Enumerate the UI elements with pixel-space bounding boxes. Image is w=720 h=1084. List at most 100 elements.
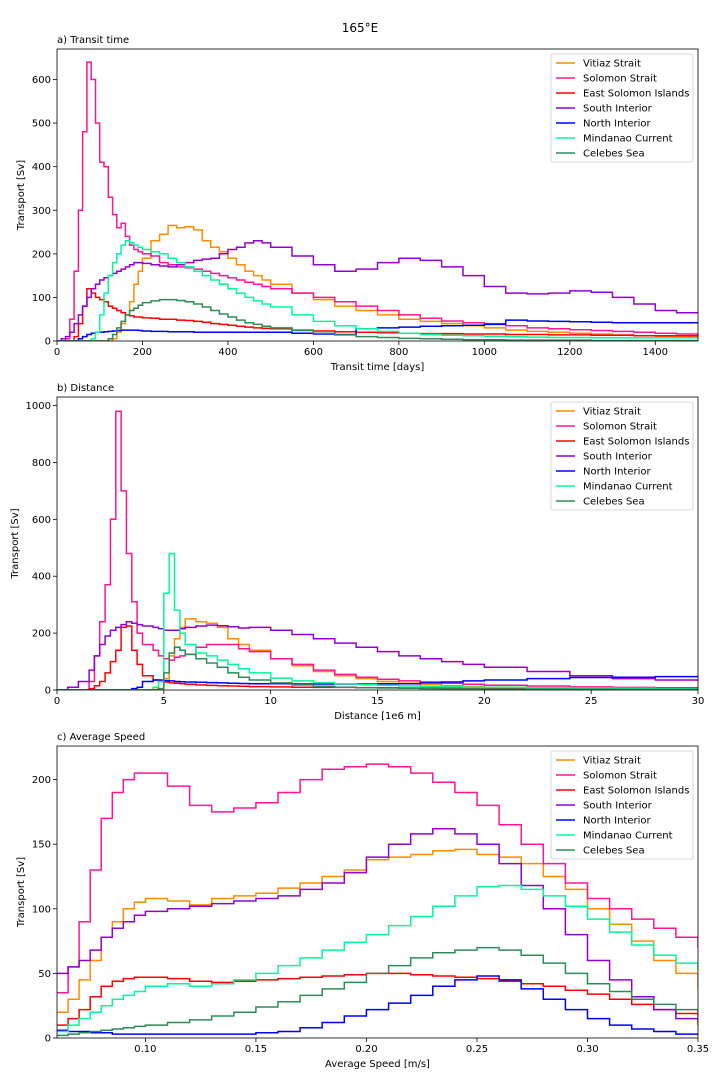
legend-label: North Interior <box>583 467 652 478</box>
x-tick-label: 1200 <box>557 347 582 358</box>
plot-area <box>57 410 698 690</box>
legend-label: East Solomon Islands <box>583 437 689 448</box>
legend-label: South Interior <box>583 801 653 812</box>
x-tick-label: 0.25 <box>466 1044 488 1055</box>
figure-suptitle: 165°E <box>342 21 379 35</box>
x-axis-label: Distance [1e6 m] <box>334 711 421 722</box>
legend-label: North Interior <box>583 816 652 827</box>
x-tick-label: 25 <box>585 696 598 707</box>
series-line-north-interior <box>57 975 698 1036</box>
series-line-mindanao-current <box>57 240 698 341</box>
series-line-celebes-sea <box>57 646 698 690</box>
series-line-south-interior <box>57 620 698 690</box>
x-axis-label: Average Speed [m/s] <box>325 1059 430 1070</box>
y-tick-label: 400 <box>32 162 51 173</box>
y-tick-label: 200 <box>32 249 51 260</box>
y-tick-label: 0 <box>45 1034 51 1045</box>
y-axis-label: Transport [Sv] <box>10 508 21 579</box>
legend-label: Mindanao Current <box>583 482 673 493</box>
x-axis-label: Transit time [days] <box>330 362 425 373</box>
legend: Vitiaz Strait Solomon Strait East Solomon … <box>550 53 694 163</box>
x-tick-label: 20 <box>478 696 491 707</box>
x-tick-label: 30 <box>692 696 705 707</box>
legend-label: Solomon Strait <box>583 422 657 433</box>
axes-frame <box>56 48 699 342</box>
x-tick-label: 0.15 <box>245 1044 267 1055</box>
legend-label: Celebes Sea <box>583 846 645 857</box>
axes-frame <box>56 745 699 1039</box>
y-tick-label: 100 <box>32 293 51 304</box>
x-tick-label: 1000 <box>472 347 497 358</box>
chart-panel-2: b) Distance 0 5 10 15 20 25 30 0 200 400 600 800 1000… <box>10 383 704 722</box>
x-tick-label: 0.35 <box>687 1044 709 1055</box>
series-line-mindanao-current <box>57 884 698 1033</box>
y-tick-label: 100 <box>32 904 51 915</box>
y-tick-label: 150 <box>32 840 51 851</box>
x-tick-label: 5 <box>161 696 167 707</box>
x-tick-label: 15 <box>371 696 384 707</box>
legend-label: Solomon Strait <box>583 74 657 85</box>
legend-label: Vitiaz Strait <box>583 407 641 418</box>
y-tick-label: 0 <box>45 337 51 348</box>
y-tick-label: 600 <box>32 75 51 86</box>
x-tick-label: 400 <box>218 347 237 358</box>
legend-box <box>550 53 694 163</box>
series-line-south-interior <box>57 827 698 1026</box>
x-tick-label: 10 <box>264 696 277 707</box>
series-line-vitiaz-strait <box>57 848 698 1013</box>
x-tick-label: 200 <box>133 347 152 358</box>
legend-box <box>550 750 694 860</box>
series-line-mindanao-current <box>57 552 698 690</box>
y-axis-label: Transport [Sv] <box>16 857 27 928</box>
chart-title: c) Average Speed <box>57 732 145 743</box>
x-tick-label: 800 <box>389 347 408 358</box>
series-line-east-solomon-islands <box>57 972 698 1026</box>
legend-label: East Solomon Islands <box>583 89 689 100</box>
plot-area <box>57 763 698 1037</box>
legend-label: Vitiaz Strait <box>583 59 641 70</box>
chart-title: b) Distance <box>57 383 114 394</box>
y-tick-label: 200 <box>32 775 51 786</box>
legend-label: Celebes Sea <box>583 497 645 508</box>
legend-label: Mindanao Current <box>583 134 673 145</box>
series-line-celebes-sea <box>57 298 698 341</box>
y-tick-label: 400 <box>32 572 51 583</box>
legend-label: Solomon Strait <box>583 771 657 782</box>
y-tick-label: 800 <box>32 458 51 469</box>
x-tick-label: 0 <box>54 696 60 707</box>
legend-label: Vitiaz Strait <box>583 756 641 767</box>
x-tick-label: 0 <box>54 347 60 358</box>
y-tick-label: 600 <box>32 515 51 526</box>
series-line-solomon-strait <box>57 61 698 341</box>
chart-panel-3: c) Average Speed 0.10 0.15 0.20 0.25 0.30 0.35… <box>16 732 709 1070</box>
legend: Vitiaz Strait Solomon Strait East Solomon … <box>550 750 694 860</box>
x-tick-label: 1400 <box>643 347 668 358</box>
y-axis-label: Transport [Sv] <box>16 160 27 231</box>
y-tick-label: 0 <box>45 686 51 697</box>
x-tick-label: 0.10 <box>134 1044 156 1055</box>
legend-label: North Interior <box>583 119 652 130</box>
legend: Vitiaz Strait Solomon Strait East Solomon … <box>550 401 694 511</box>
y-tick-label: 200 <box>32 629 51 640</box>
y-tick-label: 300 <box>32 206 51 217</box>
y-tick-label: 50 <box>38 969 51 980</box>
series-line-solomon-strait <box>57 763 698 994</box>
x-tick-label: 0.30 <box>576 1044 598 1055</box>
y-tick-label: 1000 <box>26 401 51 412</box>
series-line-east-solomon-islands <box>57 287 698 341</box>
x-tick-label: 600 <box>304 347 323 358</box>
x-tick-label: 0.20 <box>355 1044 377 1055</box>
legend-label: South Interior <box>583 452 653 463</box>
legend-label: South Interior <box>583 104 653 115</box>
y-tick-label: 500 <box>32 119 51 130</box>
chart-title: a) Transit time <box>57 35 129 46</box>
series-line-vitiaz-strait <box>57 224 698 341</box>
legend-label: Mindanao Current <box>583 831 673 842</box>
legend-label: Celebes Sea <box>583 149 645 160</box>
legend-label: East Solomon Islands <box>583 786 689 797</box>
legend-box <box>550 401 694 511</box>
plot-area <box>57 61 698 341</box>
